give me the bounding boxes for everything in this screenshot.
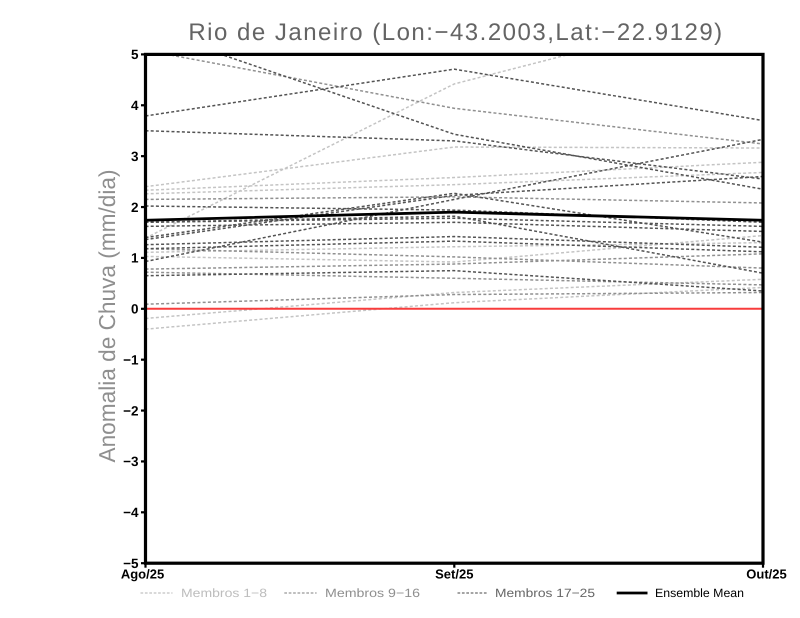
svg-text:−5: −5 <box>123 556 139 571</box>
svg-text:Set/25: Set/25 <box>435 567 473 582</box>
svg-text:Membros 1−8: Membros 1−8 <box>181 586 267 600</box>
svg-text:−3: −3 <box>123 454 139 469</box>
svg-text:−2: −2 <box>123 403 138 418</box>
svg-text:Ensemble Mean: Ensemble Mean <box>655 586 744 600</box>
svg-text:1: 1 <box>131 251 139 266</box>
svg-text:−1: −1 <box>123 352 139 367</box>
svg-text:2: 2 <box>131 200 139 215</box>
svg-text:4: 4 <box>131 98 139 113</box>
svg-text:5: 5 <box>131 47 139 62</box>
svg-text:Out/25: Out/25 <box>746 567 786 582</box>
svg-text:Membros 17−25: Membros 17−25 <box>495 586 595 600</box>
svg-text:Membros 9−16: Membros 9−16 <box>325 586 420 600</box>
svg-text:Anomalia de Chuva (mm/dia): Anomalia de Chuva (mm/dia) <box>94 170 120 463</box>
svg-text:0: 0 <box>131 302 139 317</box>
svg-text:Rio de Janeiro (Lon:−43.2003,L: Rio de Janeiro (Lon:−43.2003,Lat:−22.912… <box>188 19 723 46</box>
svg-text:Ago/25: Ago/25 <box>121 567 164 582</box>
svg-text:3: 3 <box>131 149 139 164</box>
svg-text:−4: −4 <box>123 505 139 520</box>
